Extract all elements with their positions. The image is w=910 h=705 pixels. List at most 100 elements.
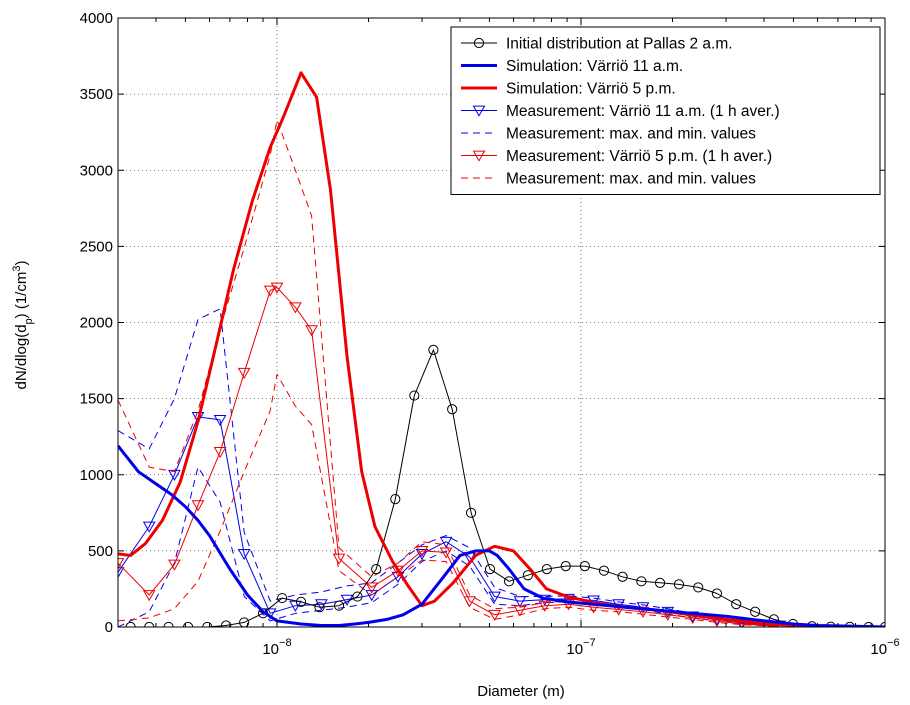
legend-item: Measurement: Värriö 11 a.m. (1 h aver.) [461,103,780,120]
data-point [415,549,429,561]
data-point [439,547,453,559]
data-point [415,545,429,558]
tick-labels: 0 500 1000 1500 2000 2500 3000 3500 4000 10−8 10−7… [80,10,900,658]
data-point [484,564,496,575]
data-point [636,576,647,587]
x-tick-label: 10−8 [262,637,291,658]
data-point [365,582,379,594]
legend-item: Simulation: Värriö 5 p.m. [461,81,676,98]
legend-label: Simulation: Värriö 5 p.m. [506,81,676,98]
data-point [562,593,575,606]
data-point [522,570,534,581]
x-axis-label: Diameter (m) [477,683,565,700]
data-point [513,596,527,608]
legend-item: Initial distribution at Pallas 2 a.m. [461,36,733,53]
y-tick-label: 3500 [80,86,113,103]
data-point [220,620,232,627]
data-point [142,590,156,602]
data-point [750,606,761,617]
legend: Initial distribution at Pallas 2 a.m. Sim… [450,26,881,195]
y-tick-label: 3000 [80,162,113,179]
data-point [863,621,874,627]
data-point [598,565,610,576]
data-point [365,590,379,602]
data-point [409,390,420,401]
data-point [125,621,136,627]
y-tick-label: 0 [105,619,113,636]
axis-ticks [117,17,886,628]
data-point [305,325,318,337]
y-axis-label: dN/dlog(dp) (1/cm3) [11,261,35,390]
legend-label: Measurement: Värriö 11 a.m. (1 h aver.) [506,103,780,120]
legend-label: Measurement: Värriö 5 p.m. (1 h aver.) [506,148,772,165]
series-1 [118,444,885,627]
data-point [439,536,453,548]
data-point [391,565,405,577]
legend-marker [472,150,486,162]
plot-series [118,71,885,627]
data-point [118,567,125,579]
data-point [314,602,325,613]
y-tick-label: 2000 [80,315,113,332]
legend-item: Measurement: max. and min. values [461,171,756,188]
data-point [332,553,346,565]
data-point [191,500,205,512]
data-point [541,564,552,575]
data-point [168,559,181,571]
legend-marker [473,37,485,49]
series-line [118,287,780,627]
series-8 [118,373,780,627]
data-point [142,521,156,533]
data-point [465,507,477,518]
legend-label: Initial distribution at Pallas 2 a.m. [506,36,733,53]
data-point [352,591,363,602]
data-point [447,404,458,415]
data-point [239,617,250,627]
series-line [130,349,885,627]
series-line [118,373,780,627]
data-point [560,561,571,572]
legend-marker [472,105,486,117]
legend-item: Measurement: Värriö 5 p.m. (1 h aver.) [461,148,772,165]
data-point [295,596,307,607]
data-point [163,621,174,627]
data-point [277,592,288,604]
data-point [315,599,328,611]
data-point [538,600,552,612]
data-point [237,549,251,561]
data-point [333,600,345,611]
data-point [289,302,302,314]
data-point [263,285,277,297]
data-point [711,588,723,599]
data-point [503,576,515,587]
legend-label: Measurement: max. and min. values [506,171,756,188]
legend-label: Measurement: max. and min. values [506,126,756,143]
data-point [202,621,213,627]
grid-lines [118,18,885,627]
data-point [371,564,382,575]
data-point [237,367,251,379]
data-point [118,558,125,570]
data-point [654,577,666,588]
data-point [617,571,628,582]
y-tick-label: 2500 [80,238,113,255]
data-point [731,599,742,610]
data-point [390,494,401,505]
series-line [118,444,885,627]
data-point [213,447,227,459]
legend-item: Simulation: Värriö 11 a.m. [461,58,683,75]
legend-box [450,26,881,195]
x-tick-label: 10−7 [566,637,595,658]
data-point [144,621,155,627]
data-point [513,605,527,617]
legend-item: Measurement: max. and min. values [461,126,756,143]
data-point [488,609,502,622]
data-point [270,282,284,294]
y-tick-label: 1500 [80,391,113,408]
legend-label: Simulation: Värriö 11 a.m. [506,58,683,75]
data-point [562,599,575,611]
x-tick-label: 10−6 [870,637,899,658]
y-tick-label: 4000 [80,10,113,27]
data-point [182,621,194,627]
